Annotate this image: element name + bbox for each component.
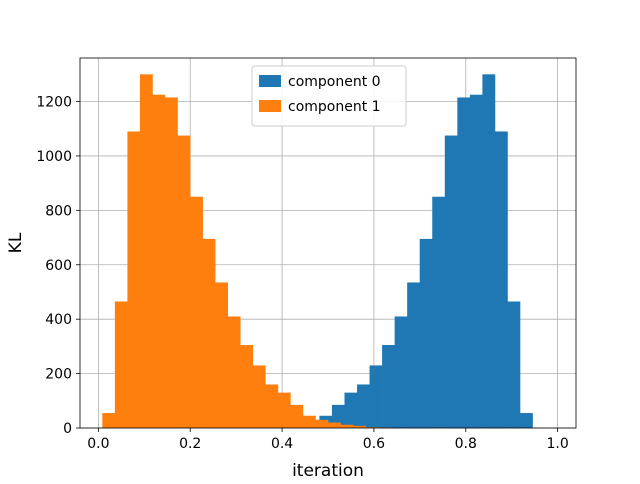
histogram-bar [227, 316, 241, 428]
histogram-bars [102, 74, 533, 429]
histogram-bar [365, 427, 379, 428]
histogram-bar [444, 135, 458, 429]
x-axis-label: iteration [292, 461, 364, 480]
histogram-bar [277, 392, 291, 428]
histogram-bar [353, 425, 366, 428]
plot-frame [79, 57, 577, 429]
histogram-bar [114, 301, 128, 428]
y-tick-label: 800 [45, 203, 72, 219]
histogram-bar [344, 392, 358, 428]
histogram-bar [252, 365, 266, 428]
legend-label: component 0 [288, 74, 381, 90]
histogram-bar [290, 404, 304, 428]
y-tick-label: 200 [45, 367, 72, 383]
series-1-bars [102, 74, 391, 429]
histogram-bar [102, 413, 116, 428]
histogram-bar [382, 345, 395, 428]
x-tick-label: 0.6 [363, 436, 385, 452]
histogram-bar [202, 238, 216, 428]
histogram-bar [432, 196, 446, 428]
histogram-bar [302, 415, 316, 428]
legend-label: component 1 [288, 99, 381, 115]
histogram-bar [507, 301, 521, 428]
histogram-bar [520, 413, 533, 428]
histogram-bar [482, 74, 496, 428]
histogram-bar [407, 282, 421, 428]
legend-swatch [259, 100, 281, 112]
histogram-bar [394, 316, 408, 428]
histogram-bar [215, 282, 228, 428]
histogram-bar [315, 419, 329, 428]
histogram-bar [240, 345, 254, 428]
y-tick-label: 1200 [36, 95, 72, 111]
x-tick-label: 0.2 [179, 436, 201, 452]
histogram-bar [265, 384, 279, 428]
histogram-bar [340, 424, 354, 428]
histogram-bar [369, 365, 383, 428]
histogram-bar [469, 94, 483, 429]
legend: component 0 component 1 [251, 65, 407, 127]
y-tick-label: 400 [45, 312, 72, 328]
histogram-bar [127, 131, 141, 429]
histogram-bar [457, 97, 471, 428]
histogram-bar [190, 196, 203, 428]
histogram-bar [328, 422, 341, 428]
series-0-bars [244, 74, 533, 429]
y-tick-label: 1000 [36, 149, 72, 165]
legend-swatch [259, 75, 281, 87]
x-tick-label: 0.8 [455, 436, 477, 452]
x-tick-label: 0.0 [87, 436, 109, 452]
y-tick-label: 600 [45, 258, 72, 274]
y-axis-label: KL [6, 232, 26, 253]
y-tick-label: 0 [63, 421, 72, 437]
x-tick-label: 1.0 [546, 436, 568, 452]
histogram-bar [331, 404, 345, 428]
histogram-bar [152, 94, 166, 429]
histogram-bar [494, 131, 508, 429]
histogram-bar [165, 97, 178, 428]
histogram-bar [357, 384, 370, 428]
histogram-bar [139, 74, 153, 428]
histogram-bar [177, 135, 191, 429]
histogram-bar [419, 238, 433, 428]
axis-ticks: 0.0 0.2 0.4 0.6 0.8 1.0 0 200 400 600 800 1000 1200 [36, 95, 568, 452]
x-tick-label: 0.4 [271, 436, 293, 452]
legend-box [251, 65, 407, 127]
